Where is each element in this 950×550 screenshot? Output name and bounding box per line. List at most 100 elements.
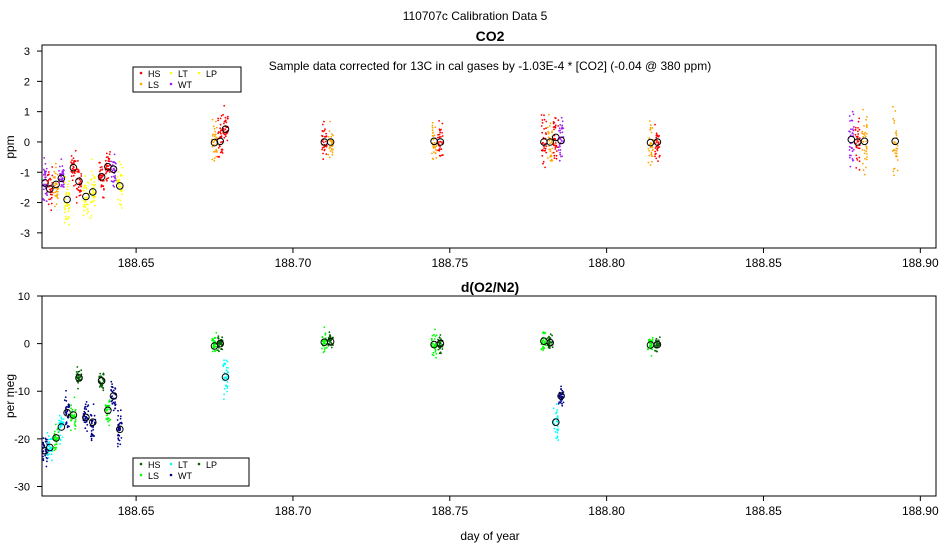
data-cluster [109, 153, 118, 188]
data-point [437, 338, 439, 341]
data-point [865, 150, 868, 153]
data-point [46, 453, 49, 456]
x-tick-label: 188.75 [431, 504, 468, 518]
data-point [102, 179, 105, 182]
data-point [60, 158, 63, 161]
data-point [558, 401, 561, 404]
data-point [224, 119, 227, 122]
plot-frame [41, 44, 937, 249]
data-point [852, 126, 855, 128]
data-point [322, 152, 324, 155]
data-point [213, 157, 216, 160]
data-point [42, 455, 44, 458]
data-point [119, 185, 122, 188]
data-point [50, 437, 52, 440]
mean-marker [221, 373, 230, 381]
data-point [119, 417, 122, 420]
data-point [655, 341, 658, 344]
data-point [64, 198, 67, 200]
data-point [68, 203, 70, 206]
data-point [866, 116, 868, 118]
data-point [331, 133, 333, 136]
data-point [331, 148, 334, 151]
data-point [657, 339, 660, 342]
data-point [651, 336, 654, 339]
data-point [54, 172, 57, 175]
data-point [59, 420, 62, 422]
data-point [542, 141, 544, 144]
data-point [54, 162, 57, 165]
data-point [102, 185, 105, 188]
data-point [855, 157, 858, 160]
data-point [47, 435, 50, 437]
data-point [650, 142, 653, 145]
data-point [91, 188, 94, 191]
data-point [558, 395, 561, 398]
data-point [863, 173, 866, 176]
data-point [45, 200, 48, 203]
data-point [219, 145, 221, 148]
data-point [74, 418, 77, 421]
data-point [548, 148, 551, 151]
data-point [438, 336, 441, 339]
legend-label: LT [178, 69, 188, 79]
data-point [321, 335, 324, 338]
data-point [44, 440, 47, 443]
data-point [79, 376, 82, 378]
data-point [77, 387, 79, 390]
data-point [73, 168, 75, 171]
legend-label: WT [178, 80, 192, 90]
data-point [75, 196, 78, 199]
data-point [63, 399, 66, 402]
data-point [223, 359, 225, 362]
data-point [50, 453, 53, 456]
y-tick-label: 3 [24, 46, 30, 58]
data-point [225, 369, 228, 372]
data-point [103, 188, 105, 191]
y-tick-label: -2 [20, 198, 30, 210]
legend-label: LS [148, 471, 159, 481]
data-point [225, 121, 228, 124]
data-point [220, 148, 223, 151]
data-point [65, 191, 68, 194]
data-point [112, 389, 115, 392]
data-point [110, 168, 113, 171]
data-point [650, 151, 653, 154]
data-point [212, 141, 215, 144]
data-point [559, 129, 561, 132]
data-point [862, 162, 864, 165]
data-point [433, 145, 435, 148]
data-point [117, 409, 119, 412]
data-point [225, 359, 228, 362]
data-point [83, 209, 85, 212]
data-point [551, 139, 553, 142]
data-point [66, 204, 69, 207]
data-cluster [116, 409, 124, 448]
data-point [648, 338, 651, 341]
data-point [855, 154, 858, 157]
data-point [214, 133, 217, 136]
data-point [48, 441, 50, 443]
data-point [557, 429, 559, 432]
data-point [435, 356, 437, 359]
data-point [59, 426, 62, 429]
data-point [655, 132, 658, 135]
data-point [219, 141, 222, 144]
data-point [42, 198, 44, 200]
data-point [110, 180, 113, 183]
mean-marker [69, 163, 78, 172]
data-point [655, 136, 658, 139]
mean-marker [216, 137, 224, 146]
data-point [75, 202, 78, 204]
data-point [851, 110, 854, 113]
data-point [540, 114, 543, 116]
data-point [225, 366, 228, 369]
data-point [441, 141, 443, 143]
data-point [226, 360, 229, 363]
data-point [220, 132, 222, 135]
data-point [93, 177, 96, 180]
data-point [212, 125, 215, 128]
data-point [549, 337, 551, 340]
data-point [217, 117, 220, 120]
